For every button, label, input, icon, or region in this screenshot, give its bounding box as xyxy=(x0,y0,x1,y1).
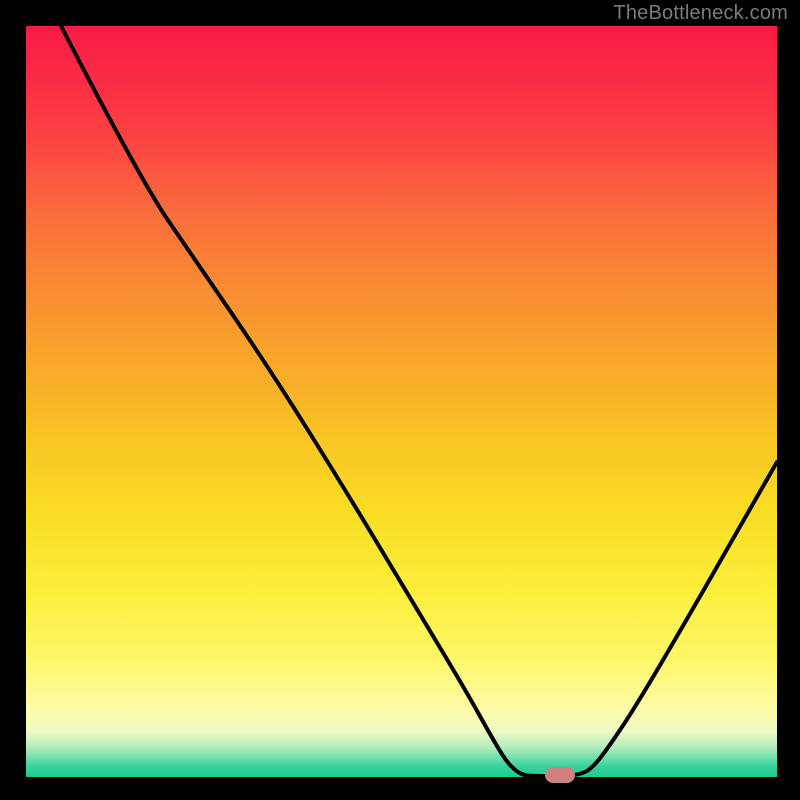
optimal-marker xyxy=(545,767,575,783)
bottleneck-curve xyxy=(26,26,777,777)
curve-path xyxy=(61,26,777,776)
plot-area xyxy=(26,26,777,777)
watermark-text: TheBottleneck.com xyxy=(613,2,788,25)
